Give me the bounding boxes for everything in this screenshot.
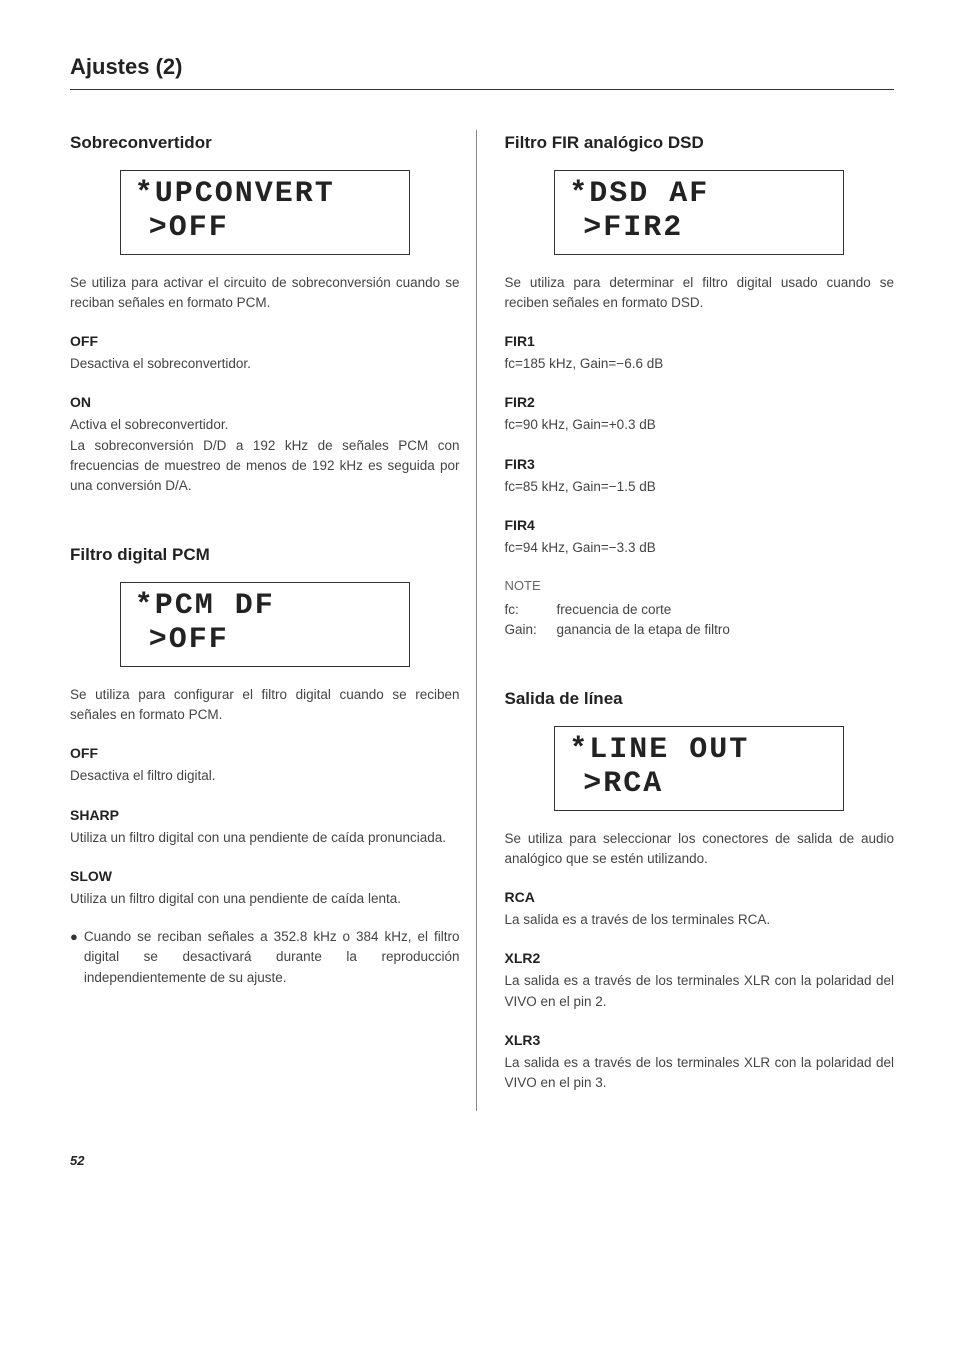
two-column-layout: Sobreconvertidor *UPCONVERT >OFF Se util… xyxy=(70,130,894,1111)
lcd-display: *DSD AF >FIR2 xyxy=(554,170,844,255)
section-intro: Se utiliza para seleccionar los conector… xyxy=(505,829,895,870)
note-label: NOTE xyxy=(505,576,895,596)
option-desc: fc=94 kHz, Gain=−3.3 dB xyxy=(505,538,895,558)
option-desc: Activa el sobreconvertidor. La sobreconv… xyxy=(70,415,460,496)
page-title: Ajustes (2) xyxy=(70,50,894,90)
option-label: XLR2 xyxy=(505,948,895,969)
bullet-item: ● Cuando se reciban señales a 352.8 kHz … xyxy=(70,927,460,988)
note-value: frecuencia de corte xyxy=(557,600,672,620)
option-label: FIR3 xyxy=(505,454,895,475)
note-value: ganancia de la etapa de filtro xyxy=(557,620,730,640)
option-label: RCA xyxy=(505,887,895,908)
option-label: OFF xyxy=(70,743,460,764)
option-label: FIR2 xyxy=(505,392,895,413)
option-desc: La salida es a través de los terminales … xyxy=(505,910,895,930)
note-row: Gain: ganancia de la etapa de filtro xyxy=(505,620,895,640)
option-desc: Desactiva el filtro digital. xyxy=(70,766,460,786)
left-column: Sobreconvertidor *UPCONVERT >OFF Se util… xyxy=(70,130,477,1111)
option-label: SLOW xyxy=(70,866,460,887)
section-heading: Filtro FIR analógico DSD xyxy=(505,130,895,156)
section-intro: Se utiliza para configurar el filtro dig… xyxy=(70,685,460,726)
option-label: ON xyxy=(70,392,460,413)
bullet-icon: ● xyxy=(70,927,78,988)
page-number: 52 xyxy=(70,1151,894,1171)
lcd-display: *UPCONVERT >OFF xyxy=(120,170,410,255)
section-intro: Se utiliza para activar el circuito de s… xyxy=(70,273,460,314)
lcd-display: *PCM DF >OFF xyxy=(120,582,410,667)
lcd-line2: >OFF xyxy=(135,211,395,246)
option-label: FIR1 xyxy=(505,331,895,352)
note-key: Gain: xyxy=(505,620,539,640)
lcd-line1: *DSD AF xyxy=(569,177,829,212)
bullet-text: Cuando se reciban señales a 352.8 kHz o … xyxy=(84,927,460,988)
section-heading: Filtro digital PCM xyxy=(70,542,460,568)
option-desc: La salida es a través de los terminales … xyxy=(505,1053,895,1094)
option-desc: Utiliza un filtro digital con una pendie… xyxy=(70,828,460,848)
option-desc: Utiliza un filtro digital con una pendie… xyxy=(70,889,460,909)
lcd-line1: *UPCONVERT xyxy=(135,177,395,212)
option-desc: fc=85 kHz, Gain=−1.5 dB xyxy=(505,477,895,497)
right-column: Filtro FIR analógico DSD *DSD AF >FIR2 S… xyxy=(501,130,895,1111)
lcd-line1: *PCM DF xyxy=(135,589,395,624)
section-intro: Se utiliza para determinar el filtro dig… xyxy=(505,273,895,314)
note-row: fc: frecuencia de corte xyxy=(505,600,895,620)
option-desc: fc=185 kHz, Gain=−6.6 dB xyxy=(505,354,895,374)
note-table: fc: frecuencia de corte Gain: ganancia d… xyxy=(505,600,895,641)
lcd-line1: *LINE OUT xyxy=(569,733,829,768)
lcd-display: *LINE OUT >RCA xyxy=(554,726,844,811)
lcd-line2: >RCA xyxy=(569,767,829,802)
option-label: OFF xyxy=(70,331,460,352)
option-label: FIR4 xyxy=(505,515,895,536)
option-desc: Desactiva el sobreconvertidor. xyxy=(70,354,460,374)
option-desc: La salida es a través de los terminales … xyxy=(505,971,895,1012)
option-label: XLR3 xyxy=(505,1030,895,1051)
lcd-line2: >OFF xyxy=(135,623,395,658)
section-heading: Sobreconvertidor xyxy=(70,130,460,156)
option-label: SHARP xyxy=(70,805,460,826)
option-desc: fc=90 kHz, Gain=+0.3 dB xyxy=(505,415,895,435)
lcd-line2: >FIR2 xyxy=(569,211,829,246)
note-key: fc: xyxy=(505,600,539,620)
section-heading: Salida de línea xyxy=(505,686,895,712)
